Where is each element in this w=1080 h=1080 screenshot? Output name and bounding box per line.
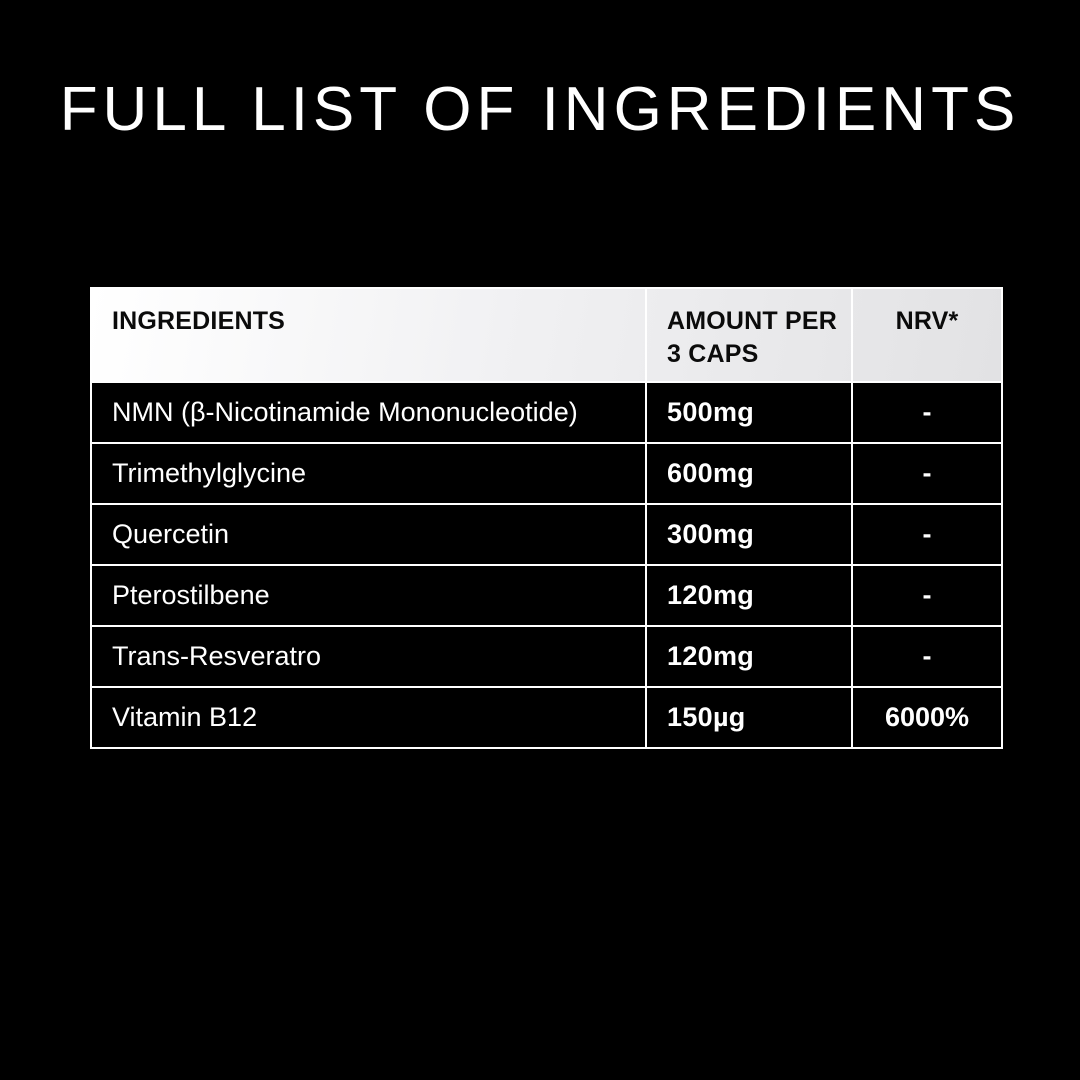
header-ingredients: INGREDIENTS bbox=[90, 287, 647, 383]
table-row: Trans-Resveratro 120mg - bbox=[90, 625, 1003, 688]
ingredient-cell: Vitamin B12 bbox=[90, 686, 647, 749]
nrv-cell: 6000% bbox=[851, 686, 1003, 749]
table-body: NMN (β-Nicotinamide Mononucleotide) 500m… bbox=[90, 381, 1003, 749]
amount-cell: 120mg bbox=[645, 564, 853, 627]
ingredient-cell: NMN (β-Nicotinamide Mononucleotide) bbox=[90, 381, 647, 444]
ingredient-cell: Trimethylglycine bbox=[90, 442, 647, 505]
nrv-cell: - bbox=[851, 625, 1003, 688]
ingredients-table-container: INGREDIENTS AMOUNT PER 3 CAPS NRV* NMN (… bbox=[90, 287, 1003, 749]
nrv-cell: - bbox=[851, 503, 1003, 566]
nrv-cell: - bbox=[851, 564, 1003, 627]
amount-cell: 600mg bbox=[645, 442, 853, 505]
table-header-row: INGREDIENTS AMOUNT PER 3 CAPS NRV* bbox=[90, 287, 1003, 383]
amount-cell: 300mg bbox=[645, 503, 853, 566]
ingredient-cell: Trans-Resveratro bbox=[90, 625, 647, 688]
ingredient-cell: Pterostilbene bbox=[90, 564, 647, 627]
table-row: Trimethylglycine 600mg - bbox=[90, 442, 1003, 505]
header-nrv: NRV* bbox=[851, 287, 1003, 383]
amount-cell: 150µg bbox=[645, 686, 853, 749]
nrv-cell: - bbox=[851, 381, 1003, 444]
amount-cell: 120mg bbox=[645, 625, 853, 688]
ingredients-table: INGREDIENTS AMOUNT PER 3 CAPS NRV* NMN (… bbox=[90, 287, 1003, 749]
nrv-cell: - bbox=[851, 442, 1003, 505]
page-title: FULL LIST OF INGREDIENTS bbox=[59, 75, 1021, 144]
table-row: NMN (β-Nicotinamide Mononucleotide) 500m… bbox=[90, 381, 1003, 444]
table-row: Pterostilbene 120mg - bbox=[90, 564, 1003, 627]
amount-cell: 500mg bbox=[645, 381, 853, 444]
ingredient-cell: Quercetin bbox=[90, 503, 647, 566]
table-row: Vitamin B12 150µg 6000% bbox=[90, 686, 1003, 749]
table-header: INGREDIENTS AMOUNT PER 3 CAPS NRV* bbox=[90, 287, 1003, 383]
header-amount: AMOUNT PER 3 CAPS bbox=[645, 287, 853, 383]
table-row: Quercetin 300mg - bbox=[90, 503, 1003, 566]
